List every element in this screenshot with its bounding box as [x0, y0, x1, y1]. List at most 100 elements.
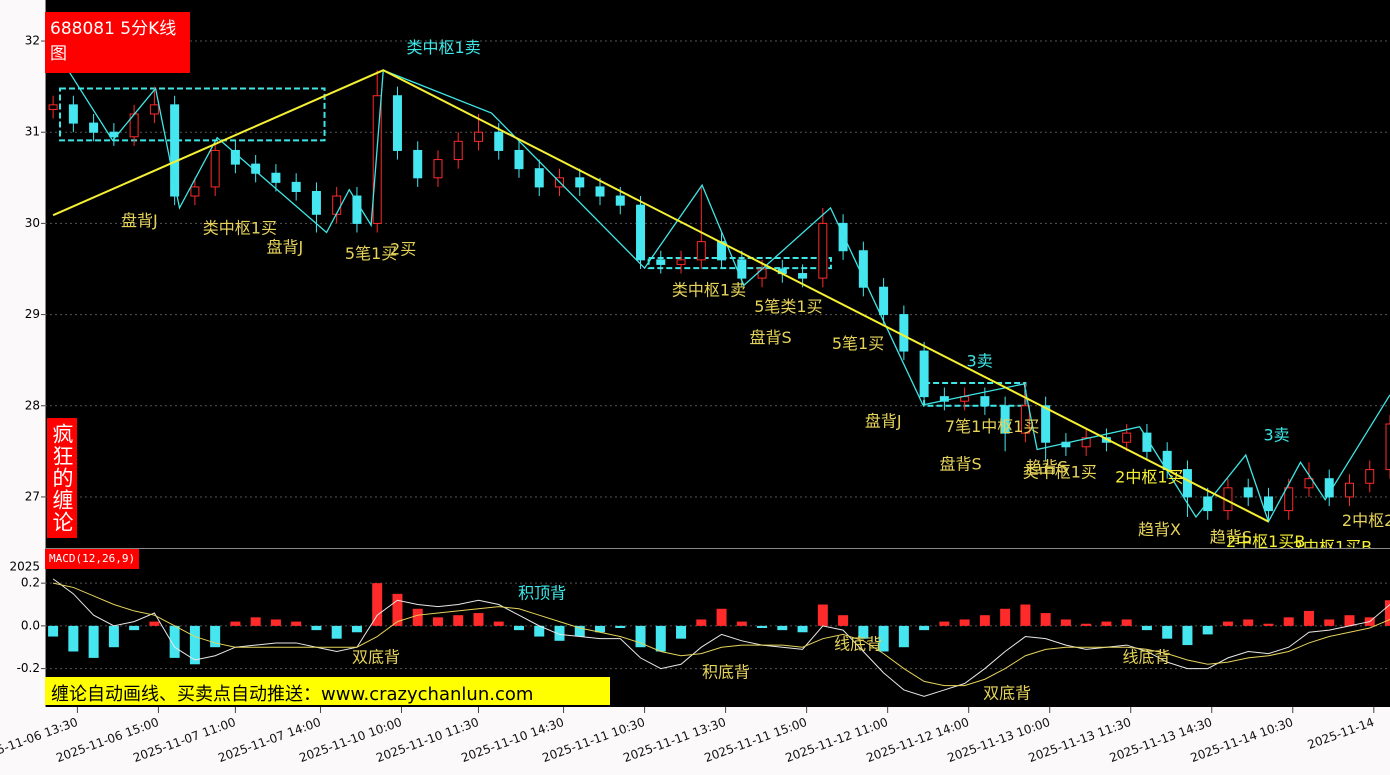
macd-bar: [372, 583, 383, 626]
candle-body: [210, 149, 220, 188]
candle-body: [372, 95, 382, 224]
macd-bar: [676, 625, 687, 639]
candle-body: [534, 168, 544, 188]
macd-bar: [513, 625, 524, 631]
candle-body: [1284, 487, 1294, 512]
candle-body: [352, 195, 362, 224]
candle-body: [68, 104, 78, 124]
macd-bar: [979, 615, 990, 626]
annotation: 类中枢1卖: [407, 38, 481, 57]
candle-body: [1020, 405, 1030, 434]
candle-body: [1122, 432, 1132, 443]
candle-body: [1041, 405, 1051, 443]
candle-body: [899, 314, 909, 352]
brand: 疯狂的缠论: [47, 418, 77, 538]
macd-bar: [635, 625, 646, 648]
macd-bar: [1202, 625, 1213, 635]
corner-label: 2025: [9, 560, 40, 574]
candle-body: [433, 159, 443, 179]
macd-annotation: 积顶背: [518, 583, 566, 602]
macd-bar: [108, 625, 119, 648]
macd-bar: [1344, 615, 1355, 626]
candle-body: [1182, 469, 1192, 498]
candle-body: [271, 172, 281, 183]
annotation: 2中枢1买B: [1293, 538, 1372, 557]
macd-bar: [534, 625, 545, 637]
macd-bar: [88, 625, 99, 658]
macd-bar: [169, 625, 180, 658]
candle-body: [757, 268, 767, 279]
macd-bar: [1020, 604, 1031, 626]
candle-body: [311, 190, 321, 215]
y-tick-label: 0.0: [21, 618, 40, 632]
macd-bar: [270, 619, 281, 626]
macd-line: [52, 578, 1390, 697]
candle-body: [453, 140, 463, 161]
candle-body: [48, 104, 58, 110]
annotation: 2买: [390, 239, 416, 258]
macd-bar: [473, 613, 484, 626]
macd-bar: [878, 625, 889, 652]
annotation: 类中枢1卖: [672, 280, 746, 299]
candle-body: [575, 177, 585, 188]
annotation: 类中枢1买: [203, 218, 277, 237]
macd-bar: [250, 617, 261, 626]
macd-bar: [1303, 610, 1314, 626]
macd-bar: [959, 619, 970, 626]
macd-bar: [412, 608, 423, 626]
macd-bar: [1243, 619, 1254, 626]
macd-bar: [817, 604, 828, 626]
macd-bar: [1121, 619, 1132, 626]
y-tick-label: 0.2: [21, 576, 40, 590]
macd-bar: [432, 617, 443, 626]
x-tick-label: 2025-11-14: [1306, 715, 1376, 752]
annotation: 2中枢1买: [1115, 467, 1183, 486]
macd-bar: [210, 625, 221, 648]
macd-bar: [574, 625, 585, 637]
macd-bar: [1182, 625, 1193, 646]
macd-bar: [838, 615, 849, 626]
annotation: 盘背S: [939, 455, 981, 474]
macd-bar: [919, 625, 930, 631]
candle-body: [656, 259, 666, 265]
macd-bar: [1162, 625, 1173, 639]
macd-bar: [1222, 621, 1233, 626]
candle-body: [595, 186, 605, 197]
candle-body: [818, 222, 828, 279]
macd-bar: [1081, 623, 1092, 626]
candle-body: [291, 181, 301, 192]
macd-bar: [149, 621, 160, 626]
macd-bar: [1000, 608, 1011, 626]
macd-bar: [291, 621, 302, 626]
candle-body: [170, 104, 180, 197]
macd-bar: [655, 625, 666, 652]
macd-bar: [1101, 621, 1112, 626]
candle-body: [838, 222, 848, 252]
annotation: 趋背S: [1026, 457, 1068, 476]
candle-body: [190, 186, 200, 197]
macd-bar: [351, 625, 362, 633]
y-tick-label: 27: [25, 489, 40, 503]
annotation: 5笔1买: [832, 334, 884, 353]
macd-bar: [554, 625, 565, 641]
macd-bar: [230, 621, 241, 626]
candle-body: [858, 250, 868, 288]
banner: 缠论自动画线、买卖点自动推送：www.crazychanlun.com: [45, 677, 610, 705]
annotation: 趋背X: [1138, 520, 1181, 539]
macd-bar: [311, 625, 322, 631]
macd-bar: [939, 621, 950, 626]
y-tick-label: 31: [25, 125, 40, 139]
candle-body: [1344, 482, 1354, 498]
candle-body: [1243, 487, 1253, 498]
macd-bar: [1385, 600, 1390, 626]
macd-bar: [453, 615, 464, 626]
macd-bar: [48, 625, 59, 637]
macd-bar: [1040, 613, 1051, 626]
candle-body: [615, 195, 625, 206]
candle-body: [251, 163, 261, 174]
candle-body: [1000, 405, 1010, 434]
